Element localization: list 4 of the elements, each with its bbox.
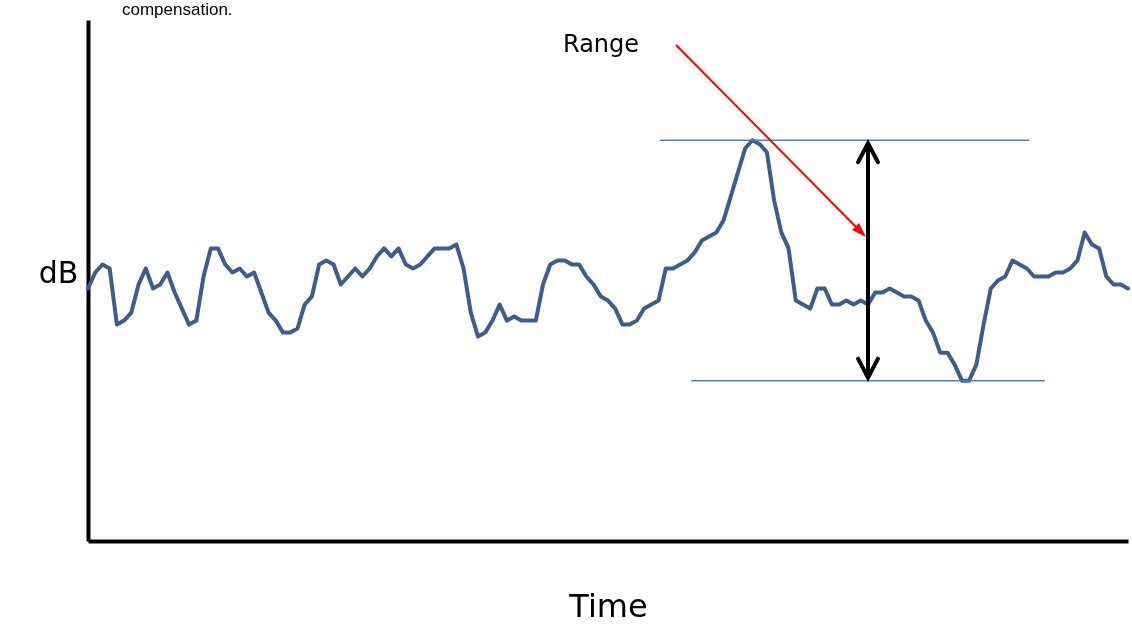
text: Range (563, 30, 640, 59)
x-axis-title: Time (568, 586, 648, 625)
text: compensation. (122, 0, 233, 19)
y-axis-title: dB (38, 255, 79, 290)
